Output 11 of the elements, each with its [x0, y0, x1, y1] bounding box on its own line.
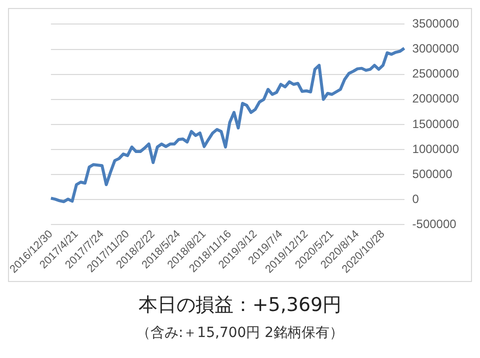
y-tick-label: 3500000 [412, 16, 460, 31]
y-tick-label: 1000000 [412, 142, 460, 156]
text: （含み:＋15,700円 2銘柄保有） [135, 324, 345, 342]
y-tick-label: 2500000 [412, 66, 460, 81]
y-tick-label: -500000 [412, 217, 457, 232]
y-tick-label: 3000000 [412, 42, 460, 56]
y-tick-label: 2000000 [412, 92, 460, 106]
y-tick-label: 500000 [412, 166, 453, 181]
y-tick-label: 1500000 [412, 116, 460, 131]
y-tick-label: 0 [412, 192, 420, 206]
text: 本日の損益：+5,369円 [137, 293, 343, 318]
